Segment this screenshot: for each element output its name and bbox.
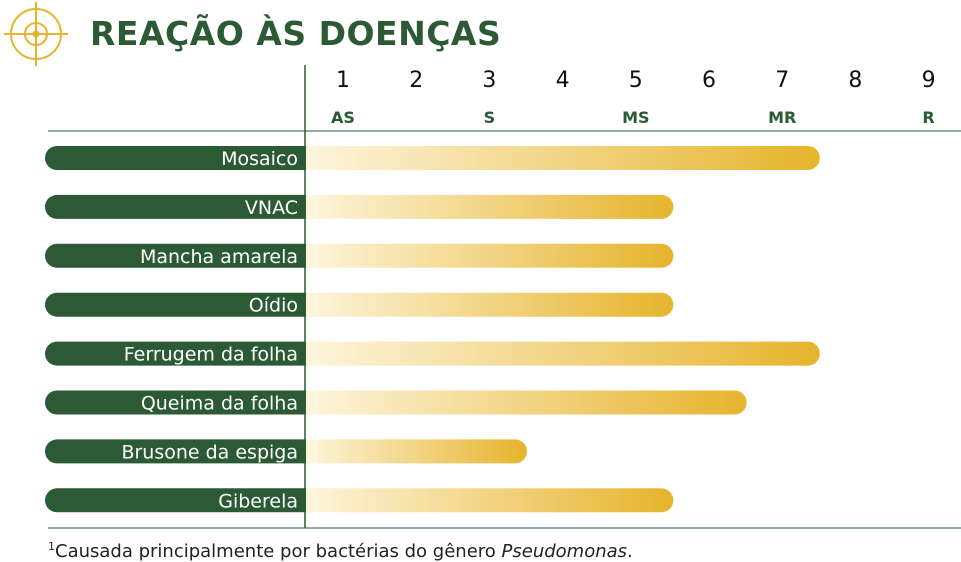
category-pill — [45, 439, 317, 464]
bar — [306, 341, 820, 366]
category-label: Brusone da espiga — [121, 441, 298, 463]
chart-row: Queima da folha — [45, 390, 747, 415]
bar — [306, 194, 674, 219]
x-tick-label: 8 — [848, 68, 862, 93]
bar-start-cap — [306, 488, 319, 513]
x-tick-label: 3 — [482, 68, 496, 93]
chart-row: Ferrugem da folha — [45, 341, 820, 366]
category-pill — [45, 194, 317, 219]
target-crosshair-icon — [4, 2, 68, 66]
x-tick-label: 4 — [556, 68, 570, 93]
category-label: Giberela — [218, 490, 298, 512]
category-label: Mancha amarela — [140, 246, 298, 268]
category-pill — [45, 488, 317, 513]
chart-row: Mancha amarela — [45, 243, 674, 268]
category-pill — [45, 146, 317, 170]
footnote: 1Causada principalmente por bactérias do… — [48, 540, 633, 562]
chart-row: VNAC — [45, 194, 674, 219]
bar-start-cap — [306, 292, 319, 317]
scale-label-r: R — [922, 108, 934, 127]
chart-row: Giberela — [45, 488, 674, 513]
page-title: REAÇÃO ÀS DOENÇAS — [90, 14, 502, 53]
scale-label-as: AS — [331, 108, 355, 127]
bar — [306, 488, 674, 513]
x-tick-label: 9 — [922, 68, 936, 93]
scale-label-ms: MS — [622, 108, 649, 127]
category-label: VNAC — [245, 197, 298, 219]
footnote-genus: Pseudomonas — [501, 541, 628, 562]
bar-start-cap — [306, 341, 319, 366]
category-label: Oídio — [249, 295, 298, 317]
x-tick-label: 2 — [409, 68, 423, 93]
category-label: Mosaico — [221, 148, 298, 170]
x-tick-label: 5 — [629, 68, 643, 93]
footnote-marker: 1 — [48, 540, 55, 553]
chart-row: Oídio — [45, 292, 674, 317]
bar — [306, 292, 674, 317]
category-pill — [45, 390, 317, 415]
chart-row: Mosaico — [45, 146, 820, 170]
bar-start-cap — [306, 390, 319, 415]
bar-start-cap — [306, 194, 319, 219]
scale-label-s: S — [484, 108, 496, 127]
scale-label-mr: MR — [768, 108, 796, 127]
category-pill — [45, 341, 317, 366]
bar — [306, 146, 820, 170]
bar — [306, 243, 674, 268]
x-tick-label: 7 — [775, 68, 789, 93]
bar — [306, 390, 747, 415]
footnote-end: . — [627, 541, 633, 562]
category-label: Queima da folha — [141, 393, 298, 415]
x-tick-label: 6 — [702, 68, 716, 93]
chart-row: Brusone da espiga — [45, 439, 527, 464]
category-pill — [45, 243, 317, 268]
category-pill — [45, 292, 317, 317]
bar — [306, 439, 527, 464]
x-tick-label: 1 — [336, 68, 350, 93]
bar-start-cap — [306, 439, 319, 464]
bar-start-cap — [306, 146, 319, 170]
footnote-text: Causada principalmente por bactérias do … — [55, 541, 502, 562]
bar-start-cap — [306, 243, 319, 268]
category-label: Ferrugem da folha — [124, 344, 298, 366]
